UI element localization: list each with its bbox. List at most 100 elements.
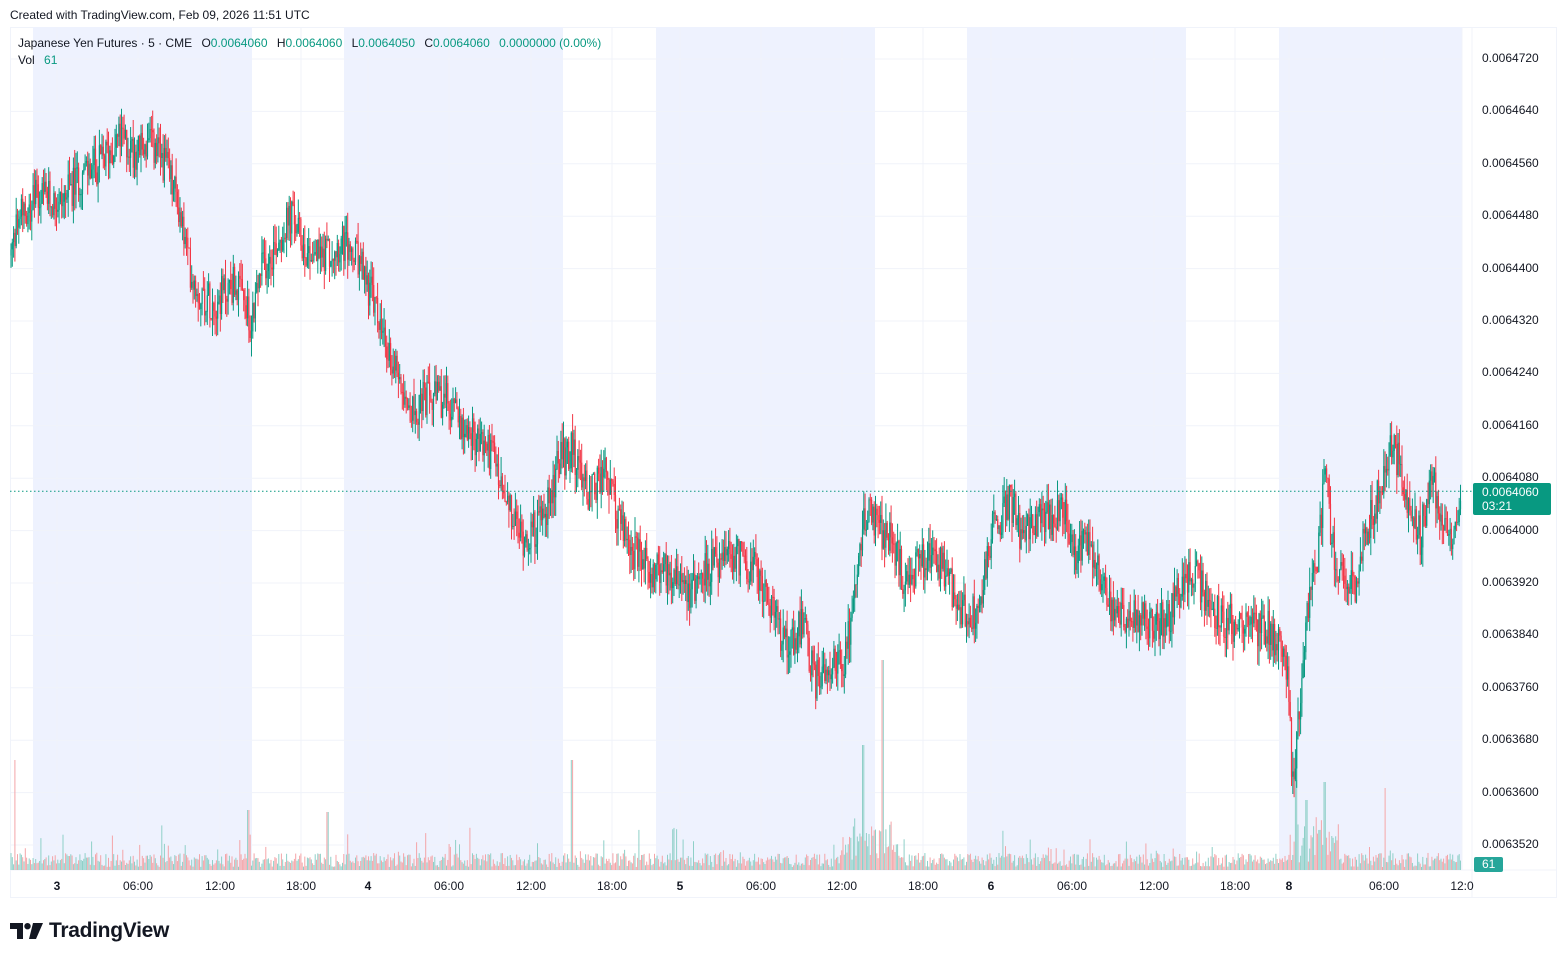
volume-bar	[524, 859, 525, 870]
volume-bar	[553, 864, 555, 870]
candle-body	[711, 549, 713, 582]
candle-body	[1051, 514, 1053, 535]
candle-body	[286, 207, 288, 239]
candle-body	[512, 525, 514, 527]
candle-body	[250, 331, 253, 339]
candle-body	[573, 439, 575, 455]
candle-body	[1331, 542, 1333, 545]
volume-bar	[745, 865, 746, 870]
candle-body	[637, 537, 639, 567]
candle-body	[717, 562, 719, 578]
volume-bar	[245, 858, 247, 870]
volume-bar	[442, 856, 444, 870]
candle-body	[20, 198, 22, 217]
volume-bar	[862, 745, 863, 870]
candle-body	[136, 151, 138, 170]
candle-body	[185, 236, 188, 238]
volume-bar	[960, 859, 962, 870]
volume-bar	[37, 862, 39, 870]
volume-bar	[650, 858, 652, 870]
candle-body	[65, 192, 67, 200]
candle-body	[824, 664, 826, 681]
volume-bar	[383, 857, 385, 870]
volume-bar	[855, 855, 857, 870]
volume-bar	[200, 866, 202, 870]
candle-body	[187, 237, 189, 248]
volume-bar	[696, 862, 698, 870]
candle-body	[230, 279, 232, 289]
legend-symbol[interactable]: Japanese Yen Futures · 5 · CME	[18, 36, 193, 50]
candle-body	[1159, 618, 1161, 640]
volume-bar	[620, 856, 622, 870]
candle-body	[451, 416, 453, 421]
volume-bar	[592, 857, 594, 870]
candle-body	[526, 534, 528, 550]
volume-bar	[20, 854, 22, 870]
chart-canvas[interactable]	[10, 27, 1557, 898]
candle-body	[201, 288, 203, 304]
candle-body	[1067, 521, 1069, 534]
candle-body	[846, 641, 848, 649]
tradingview-logo[interactable]: TradingView	[10, 918, 169, 944]
candle-body	[280, 239, 282, 251]
volume-bar	[1185, 857, 1187, 870]
candle-body	[366, 275, 368, 285]
candle-body	[1426, 499, 1428, 526]
candle-body	[403, 392, 405, 405]
volume-bar	[720, 851, 722, 870]
volume-bar	[1150, 853, 1152, 870]
volume-bar	[225, 854, 226, 870]
volume-bar	[695, 862, 697, 870]
volume-bar	[579, 851, 581, 870]
volume-bar	[1357, 866, 1359, 870]
candle-body	[1084, 529, 1086, 535]
volume-bar	[452, 865, 454, 870]
candle-body	[217, 301, 219, 319]
volume-bar	[1318, 829, 1320, 870]
candle-body	[192, 281, 194, 290]
candle-body	[357, 241, 359, 275]
volume-bar	[470, 864, 472, 870]
volume-bar	[716, 864, 718, 870]
candle-body	[1275, 644, 1277, 656]
volume-bar	[115, 860, 117, 870]
candle-body	[737, 539, 739, 547]
volume-bar	[11, 857, 13, 870]
volume-bar	[743, 858, 745, 870]
candle-body	[1380, 491, 1382, 493]
candle-body	[568, 441, 570, 469]
volume-bar	[820, 866, 822, 870]
volume-bar	[1415, 865, 1417, 870]
volume-bar	[708, 865, 710, 870]
volume-bar	[1177, 865, 1179, 870]
volume-bar	[534, 860, 536, 870]
candle-body	[1432, 475, 1434, 485]
candle-body	[317, 239, 319, 262]
volume-bar	[845, 844, 847, 870]
time-axis-label: 18:00	[1219, 879, 1251, 893]
volume-bar	[1249, 853, 1251, 870]
volume-bar	[789, 863, 791, 870]
candle-body	[744, 555, 747, 562]
tradingview-logo-icon	[10, 923, 43, 939]
candle-body	[1456, 521, 1458, 523]
volume-bar	[145, 855, 147, 870]
candle-body	[267, 263, 269, 272]
volume-bar	[132, 855, 134, 870]
candle-body	[1409, 498, 1411, 511]
candle-body	[396, 355, 398, 373]
candle-body	[504, 493, 506, 502]
candle-body	[1418, 515, 1420, 535]
candle-body	[325, 238, 327, 272]
legend-vol-label[interactable]: Vol	[18, 53, 35, 67]
candle-body	[539, 506, 541, 513]
volume-bar	[963, 857, 965, 870]
candle-body	[923, 544, 925, 578]
volume-bar	[823, 863, 824, 870]
volume-bar	[1287, 859, 1289, 870]
candle-body	[1147, 628, 1150, 639]
volume-bar	[516, 854, 518, 870]
candle-body	[293, 204, 295, 225]
candle-body	[958, 604, 960, 610]
volume-bar	[384, 860, 386, 870]
